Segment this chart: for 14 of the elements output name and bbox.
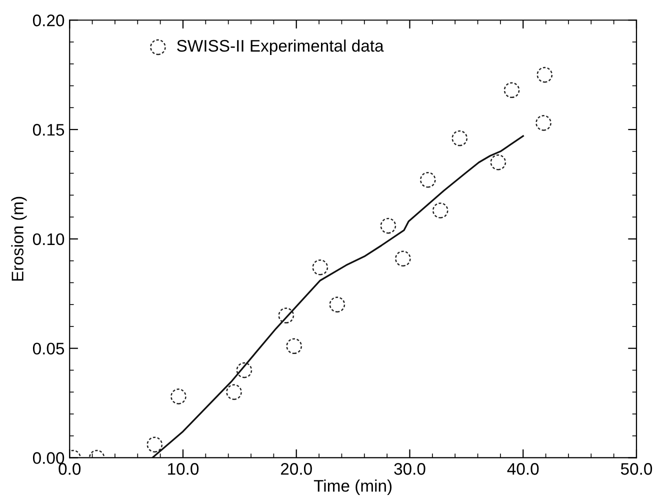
x-tick-label: 30.0 (394, 463, 426, 475)
x-tick-label: 10.0 (168, 463, 199, 475)
x-tick-label: 0.0 (58, 463, 81, 475)
x-tick-label: 50.0 (620, 463, 652, 475)
y-tick-label: 0.10 (32, 233, 64, 246)
y-tick-label: 0.20 (32, 14, 64, 26)
x-tick-label: 20.0 (280, 463, 312, 475)
y-tick-label: 0.00 (32, 452, 64, 464)
x-axis-title: Time (min) (314, 480, 392, 496)
y-tick-label: 0.15 (32, 124, 64, 136)
legend-label: SWISS-II Experimental data (177, 39, 384, 56)
y-tick-label: 0.05 (32, 342, 64, 355)
x-tick-label: 40.0 (507, 463, 539, 475)
y-axis-title: Erosion (m) (11, 196, 27, 281)
